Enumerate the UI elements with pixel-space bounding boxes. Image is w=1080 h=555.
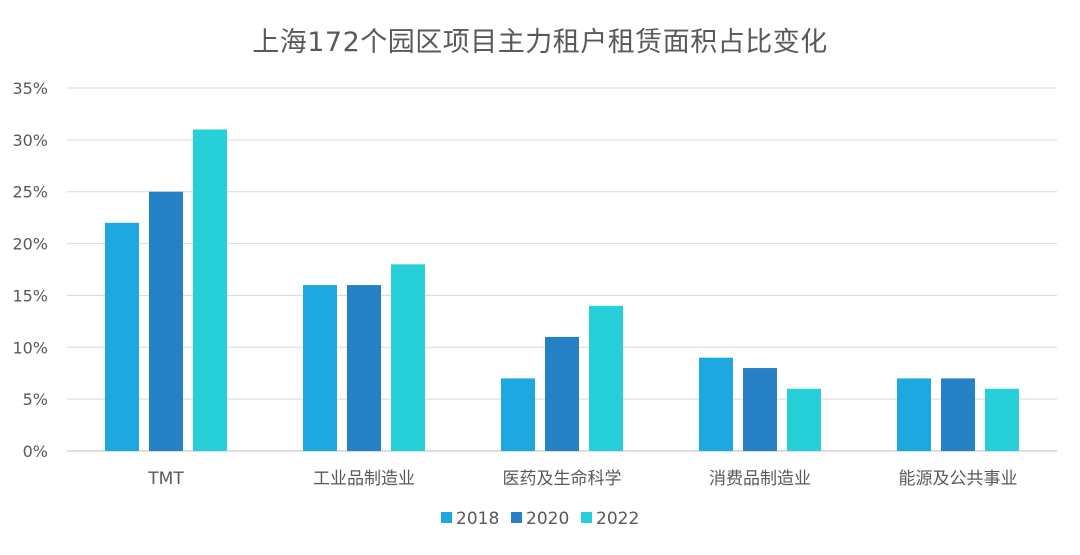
legend-label: 2022 bbox=[596, 509, 639, 529]
y-tick-label: 10% bbox=[12, 338, 48, 357]
bar bbox=[545, 336, 579, 451]
y-tick-label: 20% bbox=[12, 235, 48, 254]
legend-label: 2018 bbox=[456, 509, 499, 529]
x-tick-label: 工业品制造业 bbox=[313, 469, 415, 489]
x-tick-label: 消费品制造业 bbox=[709, 469, 811, 489]
bar bbox=[303, 285, 337, 451]
bar bbox=[501, 378, 535, 451]
chart-title: 上海172个园区项目主力租户租赁面积占比变化 bbox=[252, 27, 828, 58]
bar bbox=[347, 285, 381, 451]
x-tick-label: TMT bbox=[147, 469, 184, 489]
legend-swatch bbox=[441, 512, 452, 523]
bar bbox=[149, 191, 183, 451]
y-tick-label: 15% bbox=[12, 286, 48, 305]
legend-swatch bbox=[581, 512, 592, 523]
y-tick-label: 0% bbox=[23, 442, 48, 461]
y-tick-label: 30% bbox=[12, 131, 48, 150]
bar bbox=[897, 378, 931, 451]
y-tick-label: 5% bbox=[23, 390, 48, 409]
legend-label: 2020 bbox=[526, 509, 569, 529]
bar bbox=[105, 222, 139, 451]
x-tick-label: 医药及生命科学 bbox=[503, 469, 622, 489]
y-tick-label: 25% bbox=[12, 183, 48, 202]
bar bbox=[589, 305, 623, 451]
x-tick-label: 能源及公共事业 bbox=[899, 469, 1018, 489]
bar bbox=[193, 129, 227, 451]
bar bbox=[391, 264, 425, 451]
bar bbox=[743, 368, 777, 451]
bar bbox=[699, 357, 733, 451]
legend-swatch bbox=[511, 512, 522, 523]
bar bbox=[941, 378, 975, 451]
y-tick-label: 35% bbox=[12, 79, 48, 98]
bar bbox=[985, 388, 1019, 451]
bar bbox=[787, 388, 821, 451]
